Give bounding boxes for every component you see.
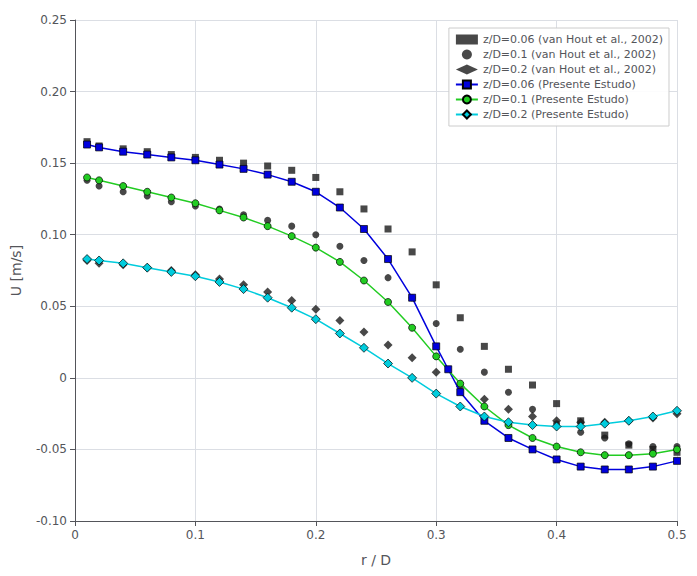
svg-text:z/D=0.2 (van Hout et al., 2002: z/D=0.2 (van Hout et al., 2002) [483, 63, 656, 76]
svg-text:-0.10: -0.10 [36, 514, 67, 528]
svg-text:z/D=0.06 (Presente Estudo): z/D=0.06 (Presente Estudo) [483, 78, 636, 91]
svg-text:z/D=0.1 (Presente Estudo): z/D=0.1 (Presente Estudo) [483, 93, 629, 106]
svg-text:z/D=0.1 (van Hout et al., 2002: z/D=0.1 (van Hout et al., 2002) [483, 48, 656, 61]
svg-text:0: 0 [59, 371, 67, 385]
svg-text:0: 0 [71, 528, 79, 542]
svg-text:r / D: r / D [361, 552, 391, 568]
svg-text:0.10: 0.10 [40, 228, 67, 242]
svg-text:-0.05: -0.05 [36, 442, 67, 456]
svg-text:0.3: 0.3 [427, 528, 446, 542]
svg-text:z/D=0.2 (Presente Estudo): z/D=0.2 (Presente Estudo) [483, 108, 629, 121]
svg-text:0.1: 0.1 [186, 528, 205, 542]
svg-text:0.4: 0.4 [547, 528, 566, 542]
svg-text:0.2: 0.2 [306, 528, 325, 542]
svg-text:U [m/s]: U [m/s] [8, 245, 24, 296]
svg-text:0.5: 0.5 [667, 528, 686, 542]
svg-text:0.05: 0.05 [40, 299, 67, 313]
svg-text:0.15: 0.15 [40, 156, 67, 170]
svg-text:0.25: 0.25 [40, 13, 67, 27]
svg-text:z/D=0.06 (van Hout et al., 200: z/D=0.06 (van Hout et al., 2002) [483, 33, 663, 46]
svg-text:0.20: 0.20 [40, 85, 67, 99]
